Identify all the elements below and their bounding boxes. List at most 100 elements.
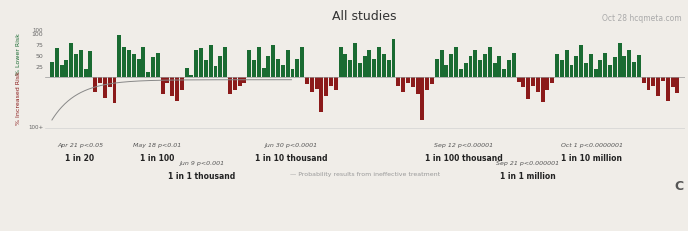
Bar [247, 51, 251, 78]
Bar [127, 51, 131, 78]
Bar [522, 78, 526, 88]
Bar [60, 66, 63, 78]
Bar [512, 54, 516, 78]
Bar [584, 64, 588, 78]
Bar [406, 78, 410, 83]
Bar [367, 51, 372, 78]
Bar [84, 70, 87, 78]
Bar [89, 52, 92, 78]
Bar [329, 78, 333, 86]
Bar [98, 78, 102, 83]
Bar [242, 78, 246, 83]
Bar [411, 78, 415, 88]
Text: 100: 100 [33, 28, 43, 33]
Bar [155, 54, 160, 78]
Text: 1 in 1 million: 1 in 1 million [500, 171, 556, 180]
Bar [603, 54, 607, 78]
Text: Jun 30 p<0.0001: Jun 30 p<0.0001 [264, 142, 318, 147]
Bar [401, 78, 405, 92]
Bar [613, 58, 616, 78]
Bar [314, 78, 319, 89]
Bar [454, 48, 458, 78]
Bar [334, 78, 338, 91]
Bar [276, 59, 280, 78]
Bar [637, 56, 641, 78]
Bar [618, 43, 621, 78]
Bar [382, 55, 386, 78]
Bar [493, 64, 497, 78]
Bar [599, 61, 602, 78]
Bar [310, 78, 314, 92]
Text: Sep 21 p<0.000001: Sep 21 p<0.000001 [496, 160, 559, 165]
Bar [666, 78, 669, 101]
Bar [425, 78, 429, 91]
Bar [565, 51, 569, 78]
Bar [526, 78, 530, 100]
Bar [642, 78, 645, 83]
Bar [194, 51, 198, 78]
Text: 100+: 100+ [28, 124, 43, 129]
Text: C: C [674, 179, 683, 192]
Bar [440, 51, 444, 78]
Bar [228, 78, 232, 95]
Text: Apr 21 p<0.05: Apr 21 p<0.05 [57, 142, 103, 147]
Bar [478, 61, 482, 78]
Bar [160, 78, 164, 95]
Bar [286, 51, 290, 78]
Bar [676, 78, 679, 94]
Bar [184, 68, 189, 78]
Bar [546, 78, 550, 91]
Bar [416, 78, 420, 95]
Bar [502, 70, 506, 78]
Bar [661, 78, 665, 82]
Bar [79, 51, 83, 78]
Bar [208, 46, 213, 78]
Bar [488, 48, 492, 78]
Bar [396, 78, 400, 86]
Bar [261, 68, 266, 78]
Bar [50, 63, 54, 78]
Bar [108, 78, 111, 88]
Text: May 18 p<0.01: May 18 p<0.01 [133, 142, 181, 147]
Bar [579, 46, 583, 78]
Text: 1 in 20: 1 in 20 [65, 153, 94, 162]
Text: 1 in 100: 1 in 100 [140, 153, 174, 162]
Bar [237, 78, 241, 86]
Bar [656, 78, 660, 97]
Bar [652, 78, 655, 86]
Bar [560, 61, 564, 78]
Bar [387, 61, 391, 78]
Bar [151, 58, 155, 78]
Bar [300, 48, 304, 78]
Bar [131, 55, 136, 78]
Bar [118, 36, 121, 78]
Bar [497, 57, 502, 78]
Text: Sep 12 p<0.00001: Sep 12 p<0.00001 [434, 142, 493, 147]
Bar [353, 43, 357, 78]
Bar [252, 61, 256, 78]
Bar [594, 70, 598, 78]
Bar [555, 55, 559, 78]
Bar [65, 60, 68, 78]
Bar [420, 78, 424, 120]
Text: 1 in 100 thousand: 1 in 100 thousand [425, 153, 503, 162]
Bar [647, 78, 650, 91]
Bar [175, 78, 179, 101]
Text: Oct 28 hcqmeta.com: Oct 28 hcqmeta.com [602, 14, 681, 23]
Text: % Lower Risk: % Lower Risk [16, 33, 21, 74]
Bar [541, 78, 545, 103]
Bar [94, 78, 97, 92]
Bar [213, 67, 217, 78]
Bar [589, 55, 593, 78]
Bar [632, 63, 636, 78]
Text: All studies: All studies [332, 10, 397, 23]
Bar [113, 78, 116, 104]
Bar [372, 59, 376, 78]
Bar [444, 66, 449, 78]
Bar [266, 57, 270, 78]
Bar [103, 78, 107, 99]
Bar [473, 51, 477, 78]
Bar [305, 78, 309, 85]
Text: 1 in 10 thousand: 1 in 10 thousand [255, 153, 327, 162]
Bar [531, 78, 535, 86]
